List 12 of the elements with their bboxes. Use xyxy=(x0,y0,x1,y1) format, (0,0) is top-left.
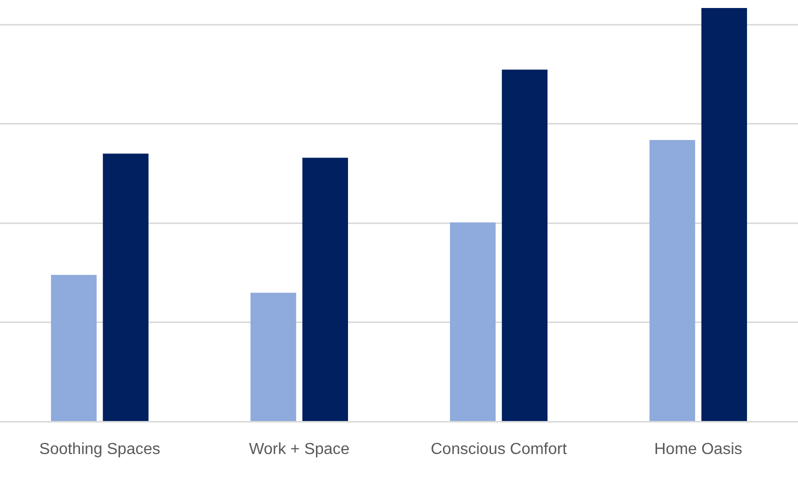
bar xyxy=(649,140,696,422)
bar xyxy=(102,154,149,422)
bar xyxy=(450,222,496,422)
bar xyxy=(701,8,748,422)
bar xyxy=(250,292,296,422)
x-tick-label: Conscious Comfort xyxy=(430,440,568,458)
bar xyxy=(302,158,348,422)
bar xyxy=(50,274,97,422)
x-tick-label: Work + Space xyxy=(248,440,350,458)
x-tick-label: Soothing Spaces xyxy=(39,440,160,458)
x-tick-label: Home Oasis xyxy=(654,440,742,458)
bar xyxy=(502,70,548,422)
